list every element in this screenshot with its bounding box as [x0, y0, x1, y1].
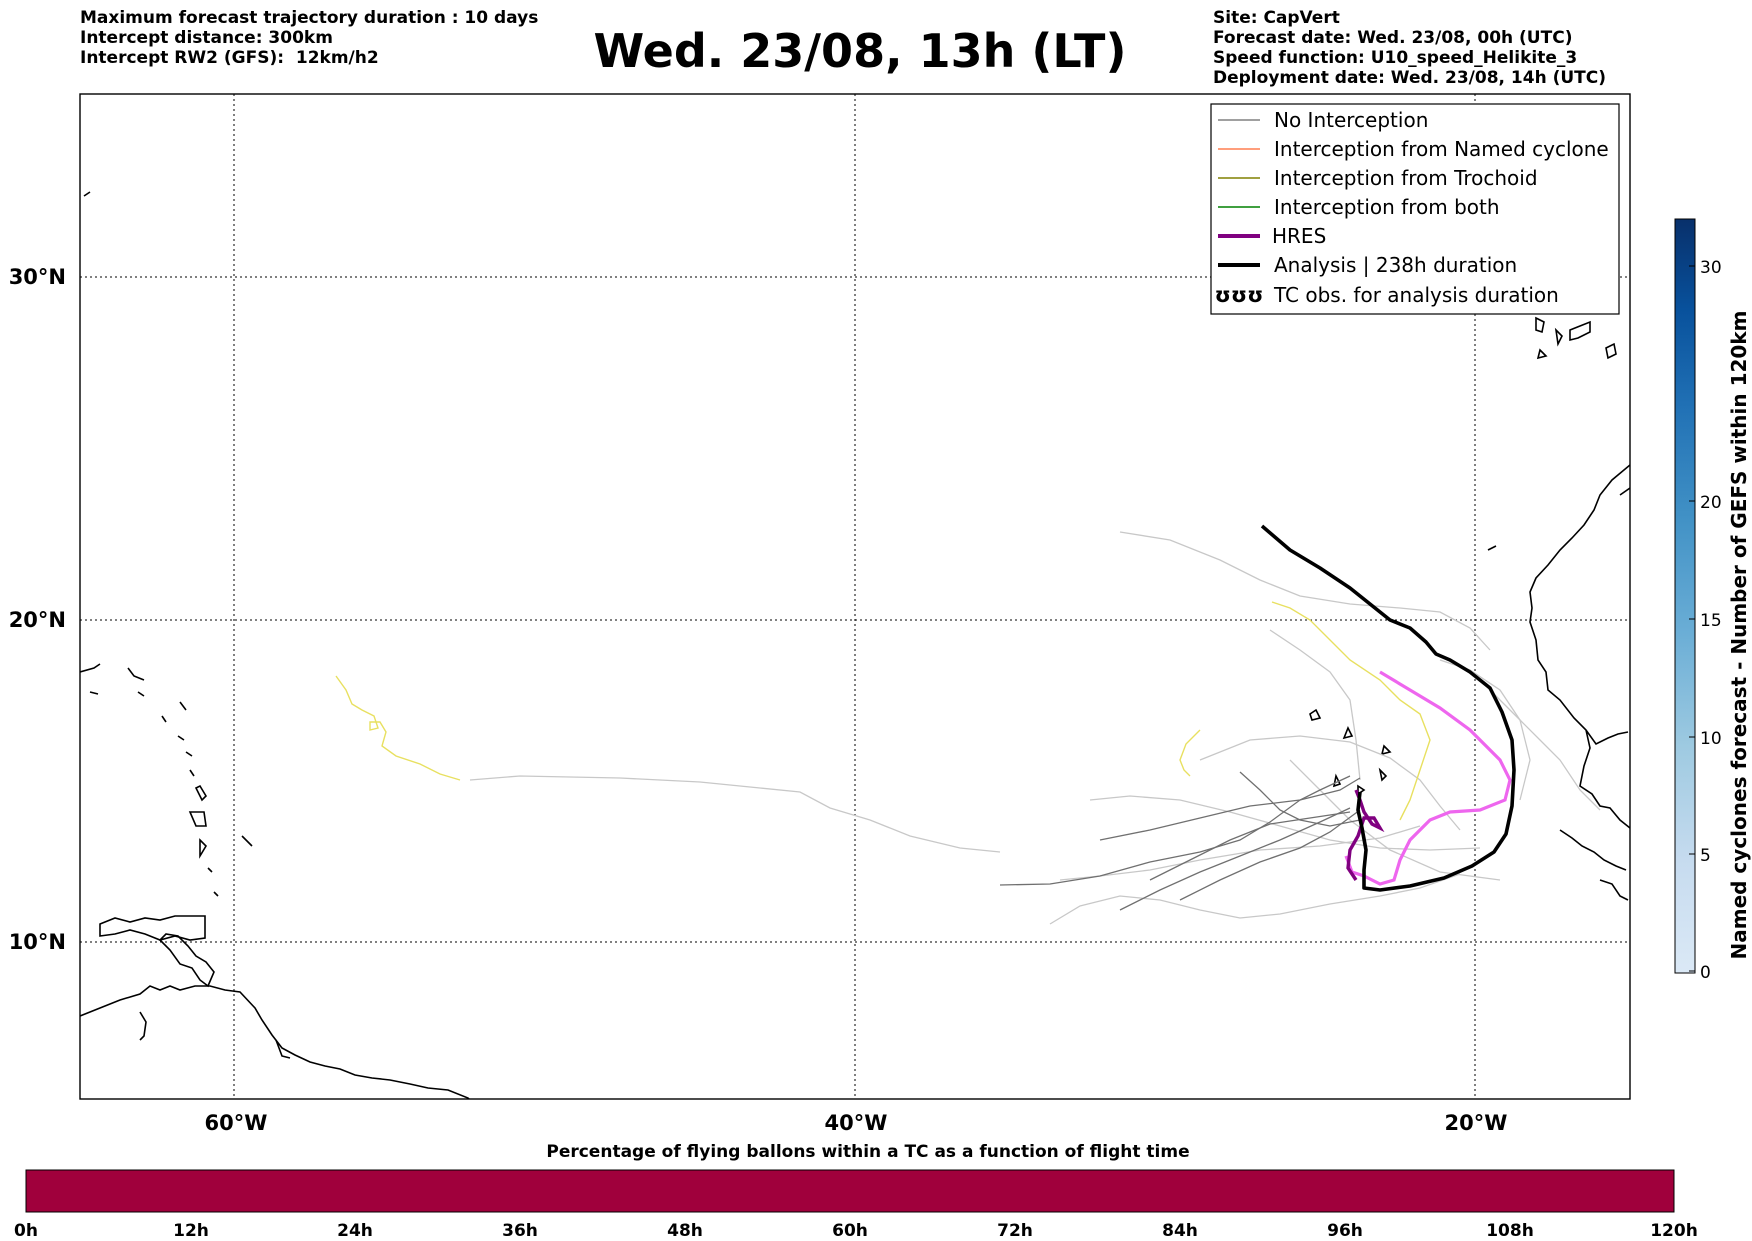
legend-label: TC obs. for analysis duration — [1273, 283, 1559, 307]
legend-label: Analysis | 238h duration — [1274, 253, 1517, 277]
header-right-line: Deployment date: Wed. 23/08, 14h (UTC) — [1213, 68, 1607, 88]
hres-track — [1344, 670, 1512, 886]
track-arc — [1199, 735, 1461, 831]
coast-venezuela-north — [99, 915, 206, 941]
legend-labels: No Interception Interception from Named … — [1272, 108, 1609, 307]
coast-canary-islands — [1535, 316, 1617, 360]
lon-label: 60°W — [205, 1111, 268, 1135]
header-right-line: Forecast date: Wed. 23/08, 00h (UTC) — [1213, 28, 1573, 48]
right-colorbar-label: Named cyclones forecast - Number of GEFS… — [1727, 311, 1751, 960]
legend-label: HRES — [1272, 224, 1326, 248]
coast-orinoco — [275, 1039, 291, 1059]
coastlines — [80, 191, 1630, 1099]
tc-obs-icon: ʊʊʊ — [1215, 283, 1264, 307]
track-lower-east — [1289, 759, 1501, 881]
legend-label: Interception from Trochoid — [1274, 166, 1538, 190]
track-south — [1049, 873, 1461, 925]
yellow-track-east — [1271, 601, 1431, 821]
no-interception-light-tracks — [469, 531, 1601, 925]
bottom-tick-label: 84h — [1162, 1221, 1198, 1241]
lon-label: 40°W — [825, 1111, 888, 1135]
track-dark-mid — [1099, 777, 1361, 841]
right-colorbar-ticks — [1689, 265, 1695, 972]
lon-label: 20°W — [1445, 1111, 1508, 1135]
bottom-colorbar-bar — [25, 1169, 1675, 1213]
right-colorbar-tick-labels: 0 5 10 15 20 30 — [1700, 258, 1722, 983]
header-left-line: Maximum forecast trajectory duration : 1… — [80, 8, 539, 28]
coast-small-islands — [83, 191, 1630, 551]
colorbar-tick-label: 15 — [1700, 611, 1722, 631]
bottom-colorbar-label: Percentage of flying ballons within a TC… — [546, 1142, 1189, 1162]
header-left-line: Intercept RW2 (GFS): 12km/h2 — [80, 48, 379, 68]
bottom-tick-label: 12h — [173, 1221, 209, 1241]
legend-box — [1210, 103, 1620, 315]
header-right-line: Speed function: U10_speed_Helikite_3 — [1213, 48, 1578, 68]
legend-label: No Interception — [1274, 108, 1428, 132]
lat-label: 10°N — [9, 930, 66, 954]
no-interception-dark-tracks — [999, 771, 1361, 911]
yellow-track-west — [335, 675, 461, 781]
coast-lake-maracaibo — [139, 1011, 147, 1041]
colorbar-tick-label: 30 — [1700, 258, 1722, 278]
track-dark-west — [999, 775, 1351, 886]
colorbar-tick-label: 20 — [1700, 493, 1722, 513]
bottom-tick-label: 120h — [1650, 1221, 1698, 1241]
bottom-colorbar-tick-labels: 0h 12h 24h 36h 48h 60h 72h 84h 96h 108h … — [14, 1221, 1698, 1241]
track-westward-long — [469, 775, 1001, 853]
yellow-tracks — [335, 601, 1431, 821]
bottom-tick-label: 48h — [667, 1221, 703, 1241]
track-dark-short — [1239, 771, 1361, 827]
track-lower — [1059, 825, 1421, 881]
bottom-colorbar: Percentage of flying ballons within a TC… — [14, 1142, 1698, 1241]
right-colorbar-gradient — [1674, 218, 1696, 974]
legend-label: Interception from both — [1274, 195, 1500, 219]
header-left-line: Intercept distance: 300km — [80, 28, 333, 48]
track-down — [1269, 629, 1361, 781]
track-east — [1479, 679, 1601, 811]
bottom-tick-label: 36h — [502, 1221, 538, 1241]
right-colorbar: 0 5 10 15 20 30 Named cyclones forecast … — [1674, 218, 1751, 983]
coast-cape-verde — [1309, 708, 1392, 796]
legend-label: Interception from Named cyclone — [1274, 137, 1609, 161]
lat-label: 20°N — [9, 608, 66, 632]
map-frame — [79, 93, 1631, 1100]
map-legend: ʊʊʊ No Interception Interception from Na… — [1210, 103, 1620, 315]
lat-label: 30°N — [9, 265, 66, 289]
bottom-tick-label: 108h — [1486, 1221, 1534, 1241]
header-info-right: Site: CapVert Forecast date: Wed. 23/08,… — [1213, 8, 1606, 88]
coast-south-america — [80, 985, 471, 1099]
bottom-tick-label: 24h — [337, 1221, 373, 1241]
yellow-track-hook — [1179, 729, 1201, 777]
header-right-line: Site: CapVert — [1213, 8, 1340, 28]
map-axis-labels: 30°N 20°N 10°N 60°W 40°W 20°W — [9, 265, 1508, 1135]
track-dark-b — [1149, 811, 1351, 881]
bottom-tick-label: 72h — [997, 1221, 1033, 1241]
bottom-tick-label: 60h — [832, 1221, 868, 1241]
track-dark-south — [1119, 807, 1351, 911]
coast-lesser-antilles — [80, 663, 253, 897]
coast-west-africa — [1529, 464, 1630, 829]
bottom-tick-label: 96h — [1327, 1221, 1363, 1241]
analysis-track — [1260, 524, 1516, 892]
track-north — [1119, 531, 1491, 651]
track-dark-c — [1179, 809, 1361, 901]
page-title: Wed. 23/08, 13h (LT) — [593, 24, 1127, 78]
track-mid — [1089, 795, 1481, 851]
coast-guinea — [1559, 829, 1629, 901]
hres-dark-track — [1346, 789, 1385, 881]
colorbar-tick-label: 0 — [1700, 963, 1711, 983]
header-info-left: Maximum forecast trajectory duration : 1… — [80, 8, 538, 68]
colorbar-tick-label: 10 — [1700, 729, 1722, 749]
bottom-tick-label: 0h — [14, 1221, 38, 1241]
colorbar-tick-label: 5 — [1700, 846, 1711, 866]
